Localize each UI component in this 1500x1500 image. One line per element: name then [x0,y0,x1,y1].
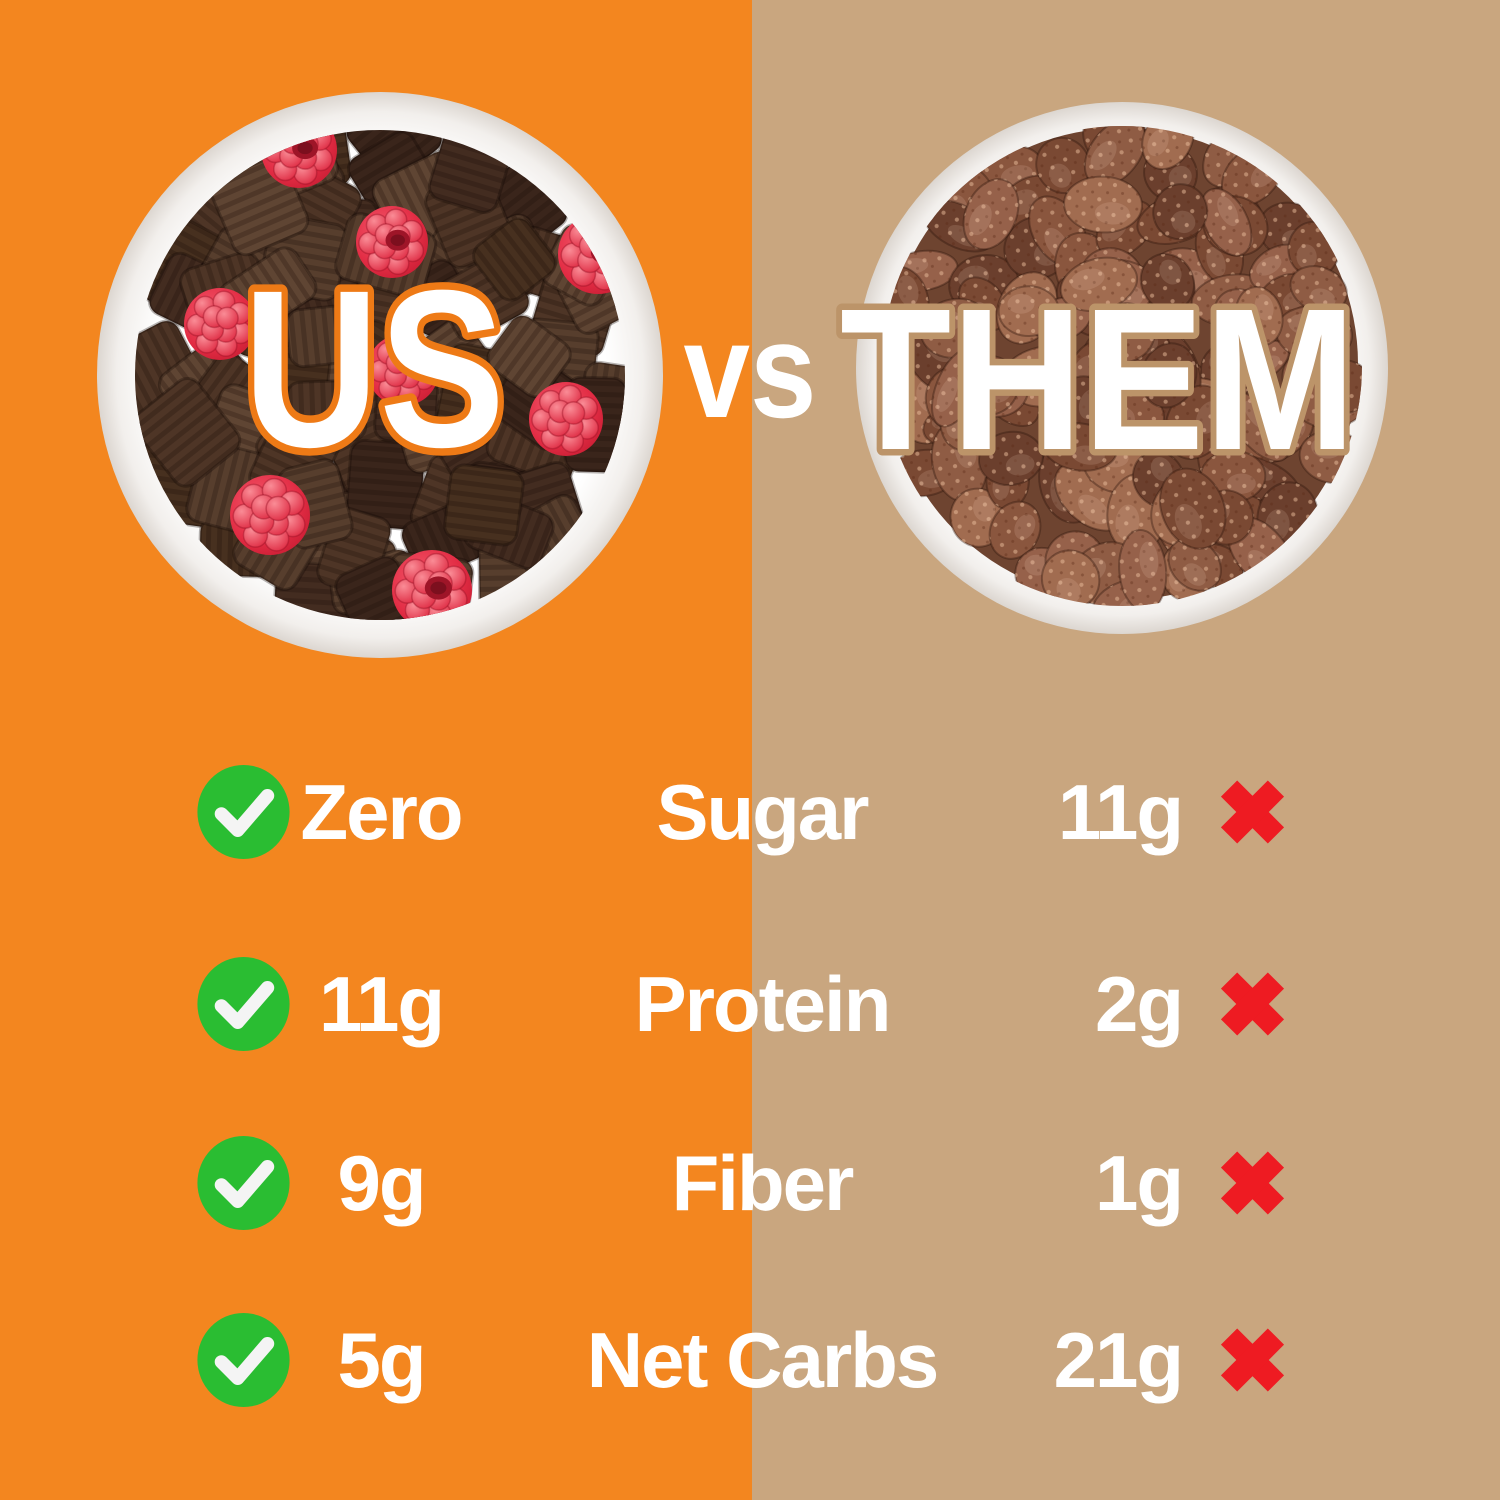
check-icon [197,1135,290,1231]
them-value: 21g [1053,1315,1184,1404]
us-value: 11g [318,959,445,1048]
check-icon [197,764,290,860]
metric-label: Protein [634,959,892,1048]
cross-icon [1220,1328,1285,1392]
them-value: 11g [1057,767,1184,856]
metric-label: Fiber [671,1138,855,1227]
us-value: 9g [337,1138,426,1227]
them-value: 2g [1094,959,1184,1048]
cross-icon [1220,972,1285,1036]
cross-icon [1220,1151,1285,1215]
metric-label: Net Carbs [586,1315,939,1404]
vs-label: vs [684,295,817,446]
check-icon [197,956,290,1052]
comparison-row: 9g Fiber 1g [0,1128,1500,1238]
comparison-row: Zero Sugar 11g [0,757,1500,867]
them-title: THEM [840,266,1356,492]
them-cereal-photo [882,126,1362,606]
them-value: 1g [1094,1138,1184,1227]
us-title: US [243,244,505,494]
comparison-row: 5g Net Carbs 21g [0,1305,1500,1415]
metric-label: Sugar [656,767,869,856]
us-value: Zero [300,767,463,856]
us-value: 5g [337,1315,426,1404]
us-cereal-photo [135,130,625,620]
check-icon [197,1312,290,1408]
comparison-row: 11g Protein 2g [0,949,1500,1059]
cross-icon [1220,780,1285,844]
